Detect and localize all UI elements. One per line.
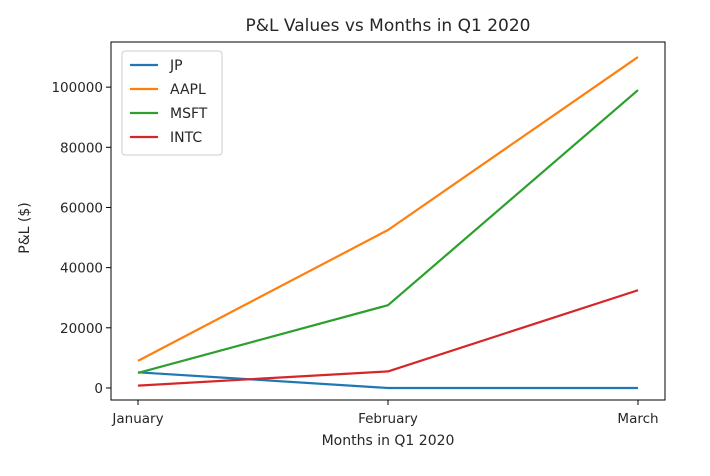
- y-tick-label: 100000: [51, 80, 103, 96]
- series-line-intc: [137, 289, 639, 387]
- y-tick-label: 80000: [60, 140, 103, 156]
- y-tick-label: 60000: [60, 200, 103, 216]
- y-axis: 0 20000 40000 60000 80000 100000: [51, 80, 111, 397]
- series-line-jp: [137, 371, 638, 390]
- x-axis-label: Months in Q1 2020: [322, 433, 455, 449]
- y-axis-label: P&L ($): [17, 202, 33, 253]
- y-tick-label: 0: [94, 381, 103, 397]
- series-line-msft: [137, 89, 639, 374]
- series-line-aapl: [137, 56, 639, 362]
- legend-label-jp: JP: [169, 58, 183, 74]
- y-tick-label: 40000: [60, 261, 103, 277]
- legend: JP AAPL MSFT INTC: [121, 50, 223, 156]
- legend-box: [121, 50, 223, 156]
- legend-label-aapl: AAPL: [170, 82, 206, 98]
- legend-label-intc: INTC: [170, 130, 202, 146]
- series-lines: [137, 56, 639, 390]
- x-axis: January February March: [111, 400, 659, 427]
- x-tick-label: January: [111, 411, 163, 427]
- chart-title: P&L Values vs Months in Q1 2020: [246, 16, 531, 36]
- x-tick-label: March: [617, 411, 658, 427]
- y-tick-label: 20000: [60, 321, 103, 337]
- legend-label-msft: MSFT: [170, 106, 208, 122]
- x-tick-label: February: [358, 411, 418, 427]
- plot-area: 0 20000 40000 60000 80000 100000 January Febru…: [51, 41, 666, 427]
